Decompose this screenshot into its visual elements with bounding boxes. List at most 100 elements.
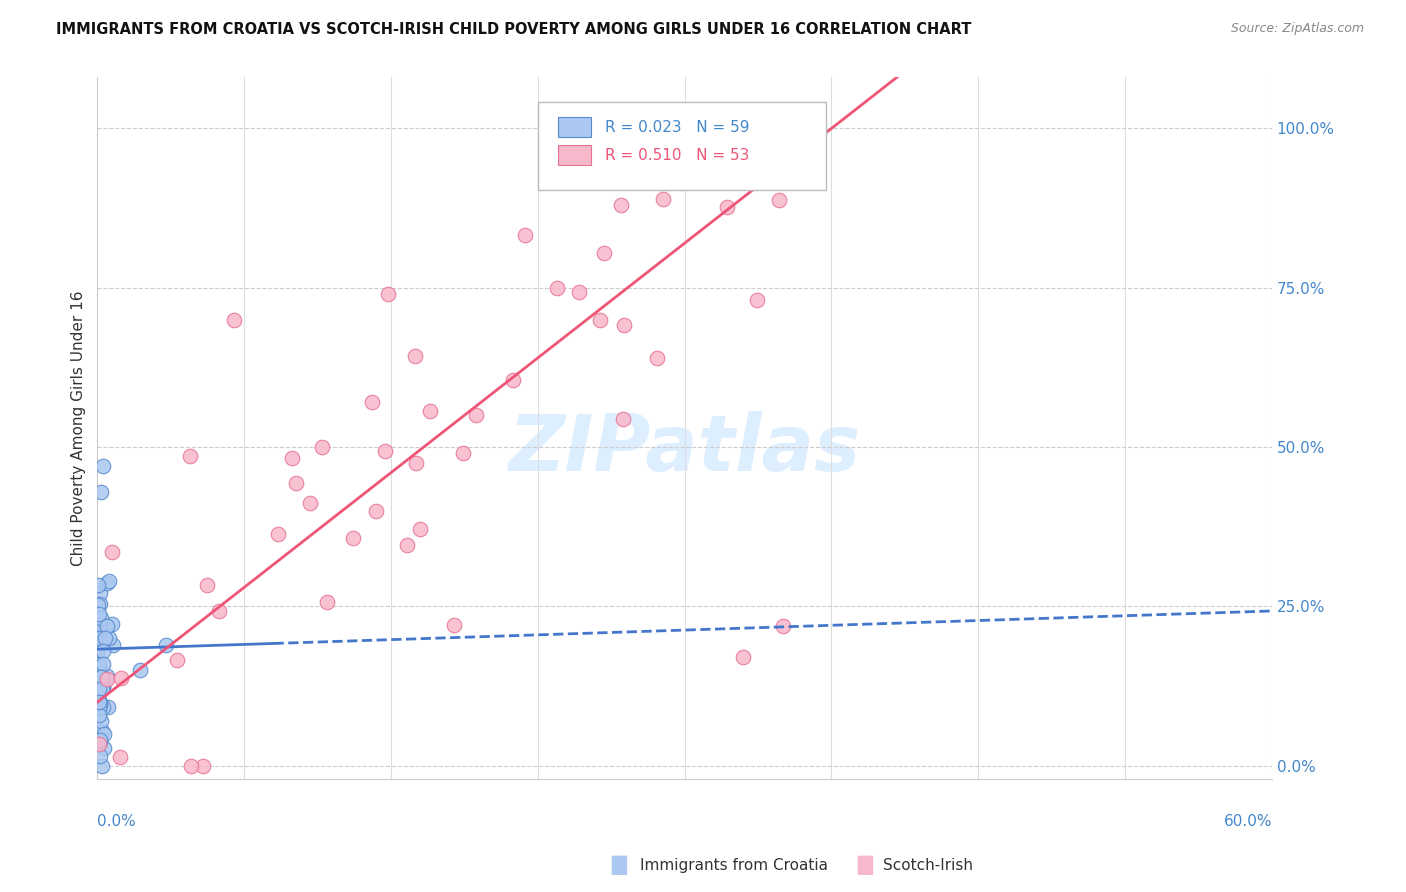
Text: █: █ xyxy=(858,855,872,875)
Point xyxy=(110,671,132,685)
Point xyxy=(86,658,108,673)
Point xyxy=(166,653,188,667)
Point xyxy=(110,750,132,764)
Point xyxy=(281,450,304,465)
Text: ZIPatlas: ZIPatlas xyxy=(509,411,860,487)
Point xyxy=(515,228,537,243)
Point xyxy=(94,632,117,646)
Point xyxy=(179,449,201,463)
Point xyxy=(374,444,396,458)
Point xyxy=(395,538,418,552)
Point xyxy=(546,281,568,295)
Point xyxy=(87,658,110,673)
Point xyxy=(298,496,321,510)
Point xyxy=(91,644,114,658)
FancyBboxPatch shape xyxy=(538,102,825,190)
Point xyxy=(91,459,114,474)
Point xyxy=(745,293,768,308)
Bar xyxy=(558,118,591,137)
Point xyxy=(197,578,219,592)
Point xyxy=(87,737,110,751)
Text: Immigrants from Croatia: Immigrants from Croatia xyxy=(640,858,828,872)
Point xyxy=(101,617,124,632)
Text: Source: ZipAtlas.com: Source: ZipAtlas.com xyxy=(1230,22,1364,36)
Point xyxy=(90,714,112,728)
Point xyxy=(733,650,755,665)
Point xyxy=(377,287,399,301)
Point xyxy=(612,411,634,425)
Point xyxy=(409,522,432,536)
Point xyxy=(464,408,486,422)
Point xyxy=(733,121,755,136)
Point xyxy=(89,733,111,747)
Text: 0.0%: 0.0% xyxy=(97,814,136,829)
Point xyxy=(87,628,110,642)
Point xyxy=(651,192,673,206)
Point xyxy=(645,351,668,365)
Point xyxy=(737,121,759,136)
Point xyxy=(87,665,110,680)
Point xyxy=(96,668,118,682)
Point xyxy=(671,124,693,138)
Point xyxy=(284,475,307,490)
Point xyxy=(155,638,177,652)
Point xyxy=(716,200,738,214)
Point xyxy=(96,576,118,591)
Text: █: █ xyxy=(612,855,626,875)
Y-axis label: Child Poverty Among Girls Under 16: Child Poverty Among Girls Under 16 xyxy=(72,290,86,566)
Point xyxy=(89,623,111,637)
Text: R = 0.510   N = 53: R = 0.510 N = 53 xyxy=(605,148,749,162)
Text: 60.0%: 60.0% xyxy=(1223,814,1272,829)
Point xyxy=(89,748,111,763)
Point xyxy=(703,155,725,169)
Point xyxy=(364,504,387,518)
Point xyxy=(568,285,591,300)
Point xyxy=(86,646,108,660)
Point xyxy=(98,574,121,589)
Point xyxy=(96,672,118,686)
Point xyxy=(89,617,111,632)
Point xyxy=(89,701,111,715)
Point xyxy=(89,657,111,671)
Point xyxy=(89,733,111,747)
Point xyxy=(87,625,110,640)
Point xyxy=(756,121,779,136)
Point xyxy=(311,440,333,454)
Point xyxy=(96,618,118,632)
Point xyxy=(89,695,111,709)
Point xyxy=(87,707,110,722)
Point xyxy=(91,680,114,694)
Point xyxy=(89,732,111,747)
Text: R = 0.023   N = 59: R = 0.023 N = 59 xyxy=(605,120,749,135)
Point xyxy=(89,585,111,599)
Bar xyxy=(558,145,591,165)
Text: Scotch-Irish: Scotch-Irish xyxy=(883,858,973,872)
Point xyxy=(93,741,115,756)
Point xyxy=(90,610,112,624)
Point xyxy=(588,313,610,327)
Point xyxy=(91,680,114,694)
Point xyxy=(93,727,115,741)
Point xyxy=(89,682,111,697)
Point xyxy=(89,693,111,707)
Point xyxy=(90,758,112,772)
Point xyxy=(610,198,633,212)
Point xyxy=(91,699,114,714)
Point xyxy=(613,318,636,332)
Point xyxy=(742,121,765,136)
Point xyxy=(502,373,524,387)
Point xyxy=(342,532,364,546)
Point xyxy=(98,632,121,646)
Point xyxy=(405,456,427,470)
Point xyxy=(208,604,231,618)
Point xyxy=(89,697,111,711)
Point xyxy=(90,670,112,684)
Point xyxy=(404,350,426,364)
Point xyxy=(87,607,110,621)
Point xyxy=(180,759,202,773)
Point xyxy=(89,678,111,692)
Point xyxy=(315,595,337,609)
Point xyxy=(772,618,794,632)
Point xyxy=(768,193,790,207)
Point xyxy=(191,759,214,773)
